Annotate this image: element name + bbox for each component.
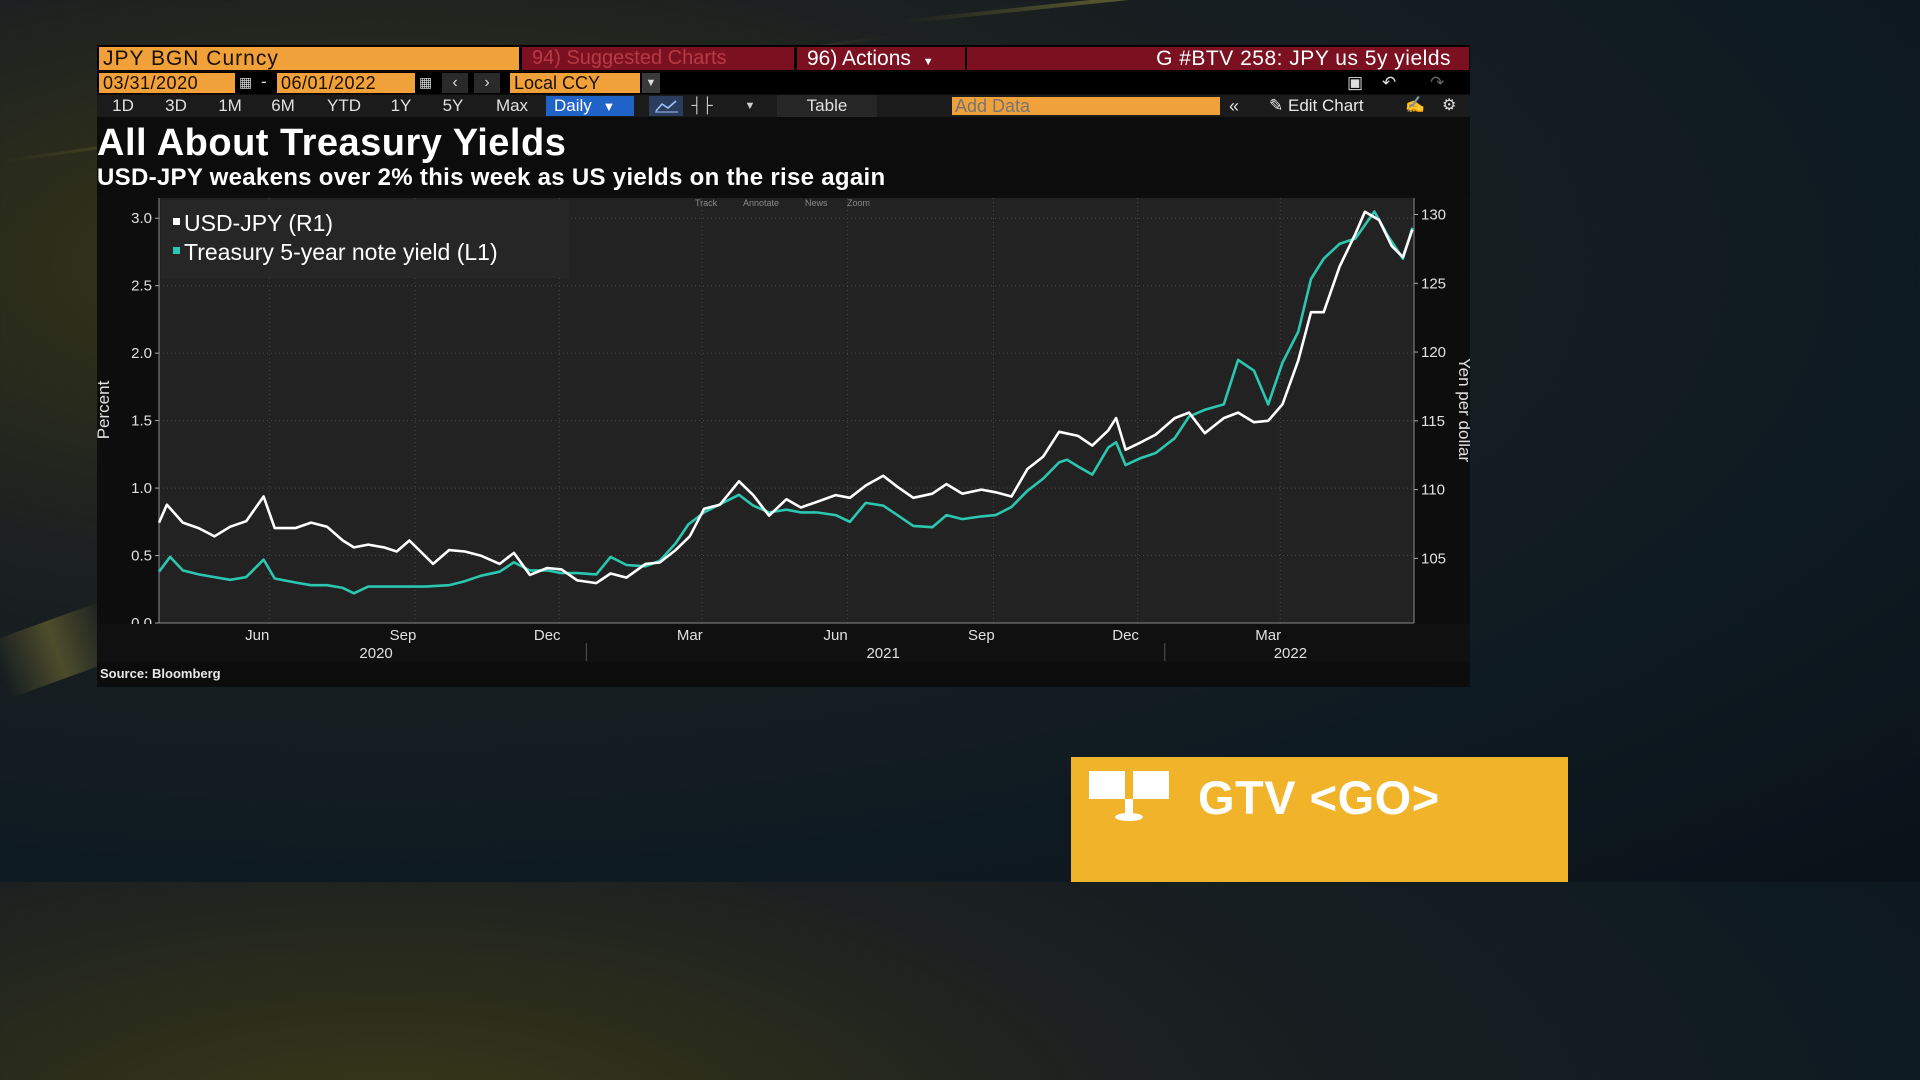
edit-chart-label: Edit Chart <box>1287 96 1364 115</box>
range-5y[interactable]: 5Y <box>442 96 464 115</box>
end-date-field[interactable]: 06/01/2022 <box>277 73 415 93</box>
actions-menu[interactable]: 96) Actions ▼ <box>797 47 965 70</box>
chart-tools: Track Annotate News Zoom <box>695 198 870 208</box>
actions-label: 96) Actions <box>807 47 911 70</box>
news-tool[interactable]: News <box>805 198 828 208</box>
suggested-charts-button[interactable]: 94) Suggested Charts <box>522 47 794 70</box>
calendar-icon[interactable]: ▦ <box>239 74 253 90</box>
y-tick-label-right: 130 <box>1421 207 1446 224</box>
y-tick-label-right: 125 <box>1421 275 1446 292</box>
x-year-label: 2020 <box>359 645 392 662</box>
present-icon[interactable]: ▣ <box>1347 73 1364 92</box>
x-tick-label: Mar <box>677 627 703 644</box>
x-axis: Jun Sep Dec Mar Jun Sep Dec Mar 2020 2021 2022 <box>97 624 1470 662</box>
right-axis: 105 110 115 120 125 130 <box>1414 207 1446 567</box>
bloomberg-chart-panel: JPY BGN Curncy 94) Suggested Charts 96) … <box>97 45 1470 687</box>
edit-chart-button[interactable]: ✎ Edit Chart <box>1269 95 1364 117</box>
prev-period-button[interactable]: ‹ <box>442 73 468 93</box>
monitor-icon <box>1089 771 1169 821</box>
periodicity-select[interactable]: Daily ▼ <box>546 96 634 116</box>
range-row: 1D 3D 1M 6M YTD 1Y 5Y Max Daily ▼ ┤├ ▼ T… <box>97 95 1470 117</box>
start-date-field[interactable]: 03/31/2020 <box>99 73 235 93</box>
range-6m[interactable]: 6M <box>271 96 295 115</box>
range-max[interactable]: Max <box>495 96 529 115</box>
next-period-button[interactable]: › <box>474 73 500 93</box>
x-tick-label: Jun <box>824 627 848 644</box>
annotate-icon[interactable]: ✍ <box>1405 97 1425 114</box>
y-axis-label-right: Yen per dollar <box>1455 358 1470 463</box>
chevron-down-icon: ▼ <box>922 56 934 68</box>
track-tool[interactable]: Track <box>695 198 718 208</box>
undo-icon[interactable]: ↶ <box>1382 73 1397 92</box>
legend-box <box>161 200 569 278</box>
range-1y[interactable]: 1Y <box>390 96 412 115</box>
x-tick-label: Dec <box>1112 627 1139 644</box>
y-tick-label-right: 110 <box>1421 482 1445 499</box>
x-tick-label: Jun <box>245 627 269 644</box>
grid <box>158 198 1415 624</box>
series-line-treasury-5y <box>157 210 1414 595</box>
y-tick-label-left: 2.5 <box>131 278 152 295</box>
pencil-icon: ✎ <box>1269 96 1284 115</box>
range-3d[interactable]: 3D <box>165 96 187 115</box>
security-field[interactable]: JPY BGN Curncy <box>99 47 519 70</box>
gtv-label: GTV <GO> <box>1198 771 1440 824</box>
header-row: JPY BGN Curncy 94) Suggested Charts 96) … <box>97 45 1470 71</box>
legend-swatch-treasury <box>173 247 180 254</box>
x-tick-label: Sep <box>390 627 417 644</box>
double-chevron-left-icon[interactable]: « <box>1229 96 1240 116</box>
x-tick-label: Sep <box>968 627 995 644</box>
gtv-banner[interactable]: GTV <GO> <box>1071 757 1568 882</box>
left-axis: 0.00.51.01.52.02.53.0 <box>131 210 159 632</box>
range-ytd[interactable]: YTD <box>327 96 361 115</box>
line-chart-icon[interactable] <box>649 96 683 116</box>
background-streak <box>899 0 1597 24</box>
chart-subtitle: USD-JPY weakens over 2% this week as US … <box>97 164 886 191</box>
range-1d[interactable]: 1D <box>112 96 134 115</box>
x-tick-label: Mar <box>1255 627 1281 644</box>
calendar-icon[interactable]: ▦ <box>419 74 433 90</box>
line-chart[interactable]: 0.00.51.01.52.02.53.0 105110115120125130… <box>97 195 1470 665</box>
chevron-down-icon: ▼ <box>602 99 616 114</box>
chart-code: G #BTV 258: JPY us 5y yields <box>967 47 1469 70</box>
x-axis-band <box>97 624 1470 662</box>
y-tick-label-left: 1.5 <box>131 413 152 430</box>
y-tick-label-left: 1.0 <box>131 480 152 497</box>
date-dash: - <box>261 72 267 91</box>
periodicity-label: Daily <box>554 96 592 115</box>
y-axis-label-left: Percent <box>97 380 113 439</box>
legend-usd-jpy: USD-JPY (R1) <box>184 210 333 236</box>
range-1m[interactable]: 1M <box>218 96 242 115</box>
add-data-input[interactable] <box>952 97 1220 115</box>
y-tick-label-left: 3.0 <box>131 210 152 227</box>
annotate-tool[interactable]: Annotate <box>743 198 779 208</box>
date-row: 03/31/2020 ▦ - 06/01/2022 ▦ ‹ › Local CC… <box>97 72 1470 94</box>
chevron-down-icon[interactable]: ▼ <box>744 100 756 112</box>
x-tick-label: Dec <box>534 627 561 644</box>
chart-title: All About Treasury Yields <box>97 122 567 164</box>
bar-chart-icon[interactable]: ┤├ <box>691 97 713 114</box>
y-tick-label-right: 115 <box>1421 413 1445 430</box>
series-line-usd-jpy <box>157 210 1414 585</box>
currency-select[interactable]: Local CCY <box>510 73 640 93</box>
gear-icon[interactable]: ⚙ <box>1442 97 1457 114</box>
y-tick-label-right: 120 <box>1421 344 1446 361</box>
x-year-label: 2021 <box>866 645 899 662</box>
y-tick-label-left: 2.0 <box>131 345 152 362</box>
redo-icon[interactable]: ↷ <box>1430 73 1445 92</box>
table-button[interactable]: Table <box>777 95 877 117</box>
series-lines <box>157 210 1414 595</box>
y-tick-label-right: 105 <box>1421 550 1446 567</box>
zoom-tool[interactable]: Zoom <box>847 198 870 208</box>
source-note: Source: Bloomberg <box>100 666 221 681</box>
y-tick-label-left: 0.5 <box>131 548 152 565</box>
x-year-label: 2022 <box>1274 645 1307 662</box>
chevron-down-icon[interactable]: ▼ <box>642 73 660 93</box>
legend-treasury: Treasury 5-year note yield (L1) <box>184 239 498 265</box>
legend-swatch-usd-jpy <box>173 218 180 225</box>
